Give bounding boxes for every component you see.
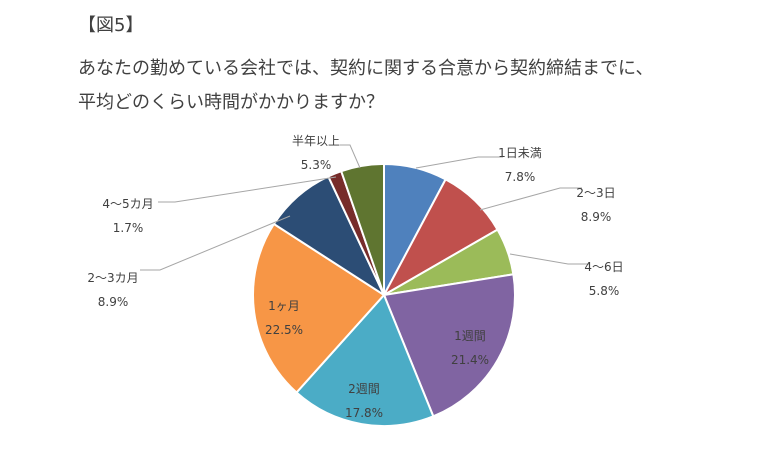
slice-value-label: 5.8% — [589, 284, 620, 298]
leader-line — [509, 253, 590, 265]
slice-label: 1週間 — [454, 329, 486, 343]
chart-title: あなたの勤めている会社では、契約に関する合意から契約締結までに、 平均どのくらい… — [78, 52, 653, 120]
slice-value-label: 8.9% — [581, 210, 612, 224]
pie-slice — [252, 222, 386, 394]
leader-line — [158, 176, 337, 203]
slice-label: 4～5カ月 — [102, 197, 153, 211]
leader-line — [340, 144, 361, 169]
slice-label: 2～3カ月 — [87, 271, 138, 285]
slice-value-label: 5.3% — [301, 158, 332, 172]
leader-line — [140, 215, 291, 271]
leader-line — [479, 187, 582, 211]
pie-slice — [295, 293, 435, 427]
slice-label: 1日未満 — [498, 146, 542, 160]
slice-value-label: 8.9% — [98, 295, 129, 309]
slice-label: 2週間 — [348, 382, 380, 396]
chart-title-line-2: 平均どのくらい時間がかかりますか？ — [78, 92, 384, 113]
pie-slice — [382, 273, 516, 418]
leader-line — [415, 156, 503, 169]
chart-title-line-1: あなたの勤めている会社では、契約に関する合意から契約締結までに、 — [78, 58, 654, 79]
pie-slice — [339, 162, 385, 296]
slice-value-label: 21.4% — [451, 353, 489, 367]
slice-value-label: 1.7% — [113, 221, 144, 235]
slice-value-label: 22.5% — [265, 323, 303, 337]
figure-label: 【図5】 — [78, 15, 144, 36]
slice-value-label: 17.8% — [345, 406, 383, 420]
slice-value-label: 7.8% — [505, 170, 536, 184]
slice-label: 2～3日 — [576, 186, 615, 200]
slice-label: 1ヶ月 — [268, 299, 300, 313]
slice-label: 4～6日 — [584, 260, 623, 274]
slice-label: 半年以上 — [292, 134, 340, 148]
